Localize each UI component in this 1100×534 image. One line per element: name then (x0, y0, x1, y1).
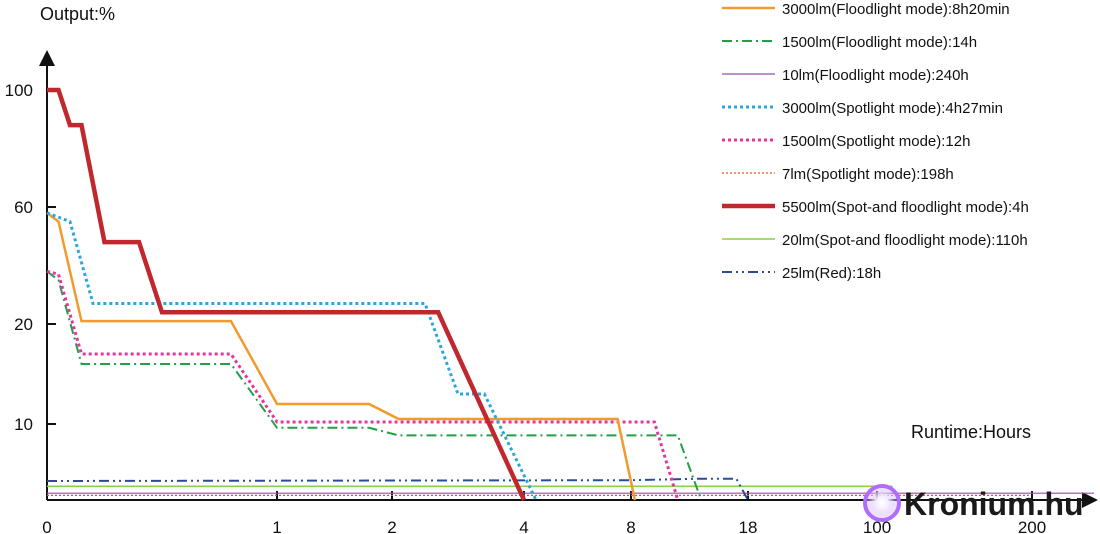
legend-label: 1500lm(Floodlight mode):14h (782, 34, 977, 51)
legend-label: 10lm(Floodlight mode):240h (782, 67, 969, 84)
legend-item: 20lm(Spot-and floodlight mode):110h (722, 232, 1028, 249)
x-tick-label: 1 (272, 518, 281, 534)
x-tick-label: 200 (1018, 518, 1046, 534)
y-tick-label: 20 (14, 315, 33, 334)
legend-label: 25lm(Red):18h (782, 265, 881, 282)
legend-label: 7lm(Spotlight mode):198h (782, 166, 954, 183)
watermark-logo-icon (863, 484, 901, 522)
legend-item: 10lm(Floodlight mode):240h (722, 67, 969, 84)
legend-item: 3000lm(Floodlight mode):8h20min (722, 1, 1010, 18)
legend-label: 1500lm(Spotlight mode):12h (782, 133, 970, 150)
watermark: Kronium.hu (863, 484, 1084, 522)
y-tick-label: 60 (14, 198, 33, 217)
y-tick-label: 100 (5, 81, 33, 100)
series-line-2 (46, 270, 703, 501)
x-tick-label: 0 (42, 518, 51, 534)
y-axis-title: Output:% (40, 4, 115, 24)
legend-label: 5500lm(Spot-and floodlight mode):4h (782, 199, 1029, 216)
legend-item: 3000lm(Spotlight mode):4h27min (722, 100, 1003, 117)
x-tick-label: 4 (519, 518, 528, 534)
y-tick-label: 10 (14, 415, 33, 434)
legend: 3000lm(Floodlight mode):8h20min 1500lm(Fl… (722, 1, 1029, 282)
legend-label: 3000lm(Floodlight mode):8h20min (782, 1, 1010, 18)
series-layer (46, 87, 1094, 501)
series-line-7 (47, 87, 527, 501)
x-tick-label: 18 (739, 518, 758, 534)
legend-item: 5500lm(Spot-and floodlight mode):4h (722, 199, 1029, 216)
x-tick-label: 100 (863, 518, 891, 534)
x-axis-title: Runtime:Hours (911, 422, 1031, 442)
legend-item: 1500lm(Spotlight mode):12h (722, 133, 970, 150)
legend-item: 25lm(Red):18h (722, 265, 881, 282)
chart-axes (39, 50, 1098, 508)
series-line-1 (46, 211, 637, 501)
watermark-text: Kronium.hu (904, 486, 1084, 522)
series-line-9 (46, 477, 749, 501)
x-tick-label: 8 (626, 518, 635, 534)
legend-item: 7lm(Spotlight mode):198h (722, 166, 954, 183)
legend-label: 3000lm(Spotlight mode):4h27min (782, 100, 1003, 117)
legend-item: 1500lm(Floodlight mode):14h (722, 34, 977, 51)
legend-label: 20lm(Spot-and floodlight mode):110h (782, 232, 1028, 249)
series-line-5 (46, 269, 680, 501)
series-line-4 (46, 211, 538, 501)
x-tick-label: 2 (387, 518, 396, 534)
